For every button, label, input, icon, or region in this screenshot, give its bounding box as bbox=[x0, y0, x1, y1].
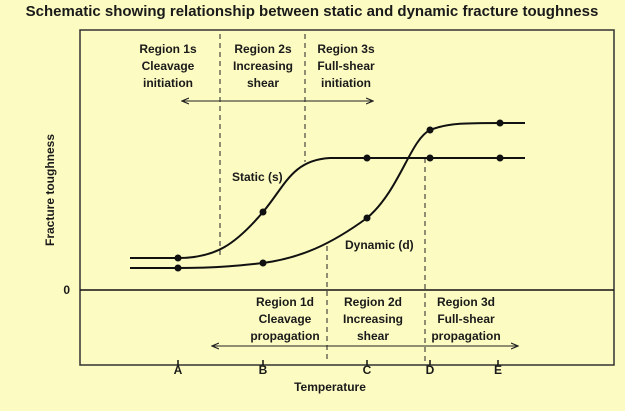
region-markers bbox=[182, 34, 518, 362]
region-label: Cleavage bbox=[259, 312, 312, 326]
x-point-label: C bbox=[363, 363, 372, 377]
region-label: Full-shear bbox=[437, 312, 495, 326]
x-axis-label: Temperature bbox=[294, 380, 366, 394]
region-label: shear bbox=[247, 76, 279, 90]
curve-label: Static (s) bbox=[232, 170, 283, 184]
region-label: Full-shear bbox=[317, 59, 375, 73]
region-label: Region 2s bbox=[234, 42, 292, 56]
curve-points bbox=[174, 119, 504, 272]
x-point-label: D bbox=[426, 363, 435, 377]
region-label: propagation bbox=[250, 329, 319, 343]
title: Schematic showing relationship between s… bbox=[26, 3, 599, 20]
region-label: Region 3d bbox=[437, 295, 495, 309]
region-label: initiation bbox=[321, 76, 371, 90]
x-point-label: B bbox=[259, 363, 268, 377]
region-label: shear bbox=[357, 329, 389, 343]
region-label: propagation bbox=[431, 329, 500, 343]
region-label: Increasing bbox=[343, 312, 403, 326]
y-axis-label: Fracture toughness bbox=[43, 134, 57, 246]
region-label: Region 3s bbox=[317, 42, 375, 56]
region-label: Region 1d bbox=[256, 295, 314, 309]
curve-label: Dynamic (d) bbox=[345, 238, 414, 252]
x-point-label: E bbox=[494, 363, 502, 377]
region-label: Cleavage bbox=[142, 59, 195, 73]
region-label: Region 2d bbox=[344, 295, 402, 309]
region-label: Region 1s bbox=[139, 42, 197, 56]
plot-frame bbox=[79, 29, 615, 366]
region-label: Increasing bbox=[233, 59, 293, 73]
zero-label: 0 bbox=[63, 283, 70, 297]
x-point-label: A bbox=[174, 363, 183, 377]
region-label: initiation bbox=[143, 76, 193, 90]
